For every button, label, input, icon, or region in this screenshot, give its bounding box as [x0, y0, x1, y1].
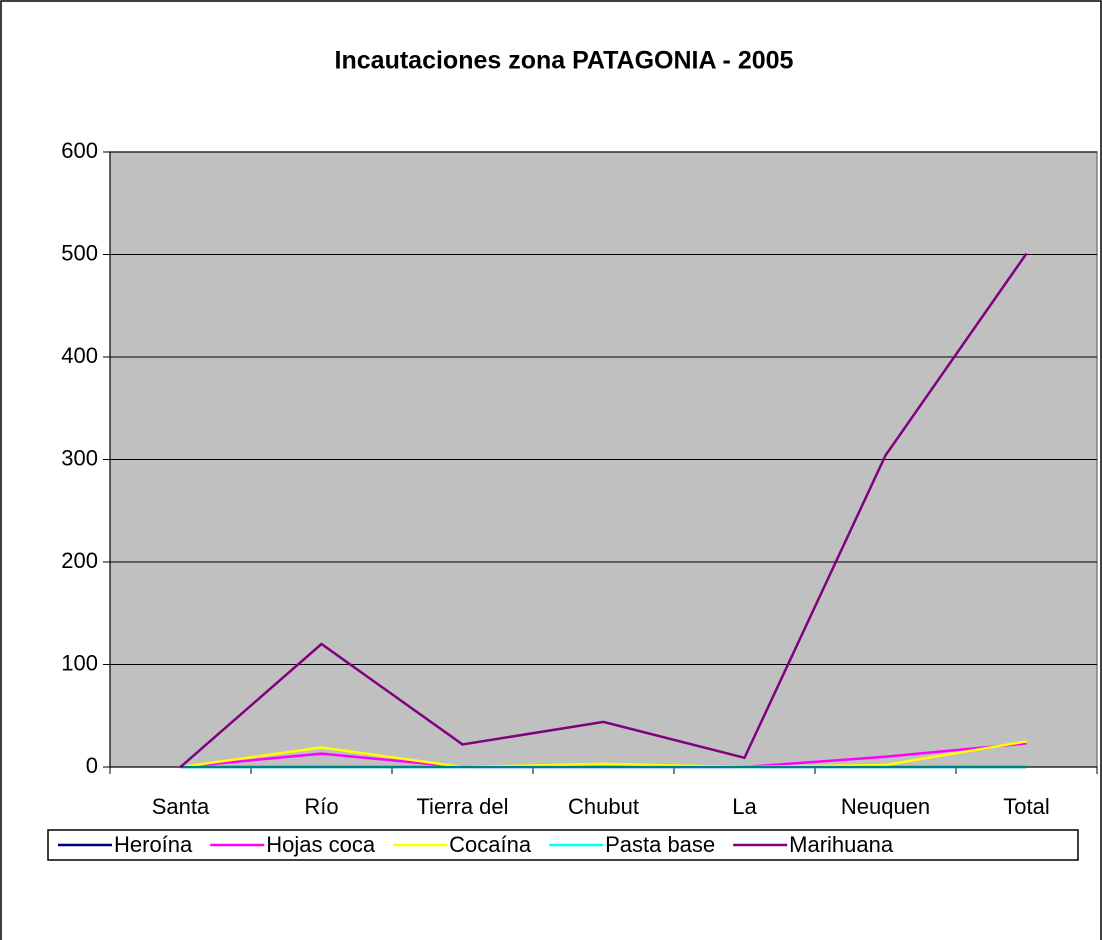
- y-tick-label: 600: [61, 138, 98, 163]
- y-tick-label: 300: [61, 445, 98, 470]
- y-tick-label: 400: [61, 343, 98, 368]
- y-tick-label: 0: [86, 753, 98, 778]
- legend-label: Marihuana: [789, 832, 894, 857]
- legend-label: Pasta base: [605, 832, 715, 857]
- x-tick-label: Chubut: [568, 794, 639, 819]
- x-tick-label: Neuquen: [841, 794, 930, 819]
- y-tick-label: 200: [61, 548, 98, 573]
- legend-label: Heroína: [114, 832, 193, 857]
- chart-title: Incautaciones zona PATAGONIA - 2005: [335, 47, 794, 75]
- y-tick-label: 100: [61, 650, 98, 675]
- x-tick-label: Total: [1003, 794, 1049, 819]
- legend-label: Hojas coca: [266, 832, 376, 857]
- y-tick-label: 500: [61, 240, 98, 265]
- legend-label: Cocaína: [449, 832, 532, 857]
- series-line: [179, 252, 1028, 768]
- series-line: [180, 740, 1027, 769]
